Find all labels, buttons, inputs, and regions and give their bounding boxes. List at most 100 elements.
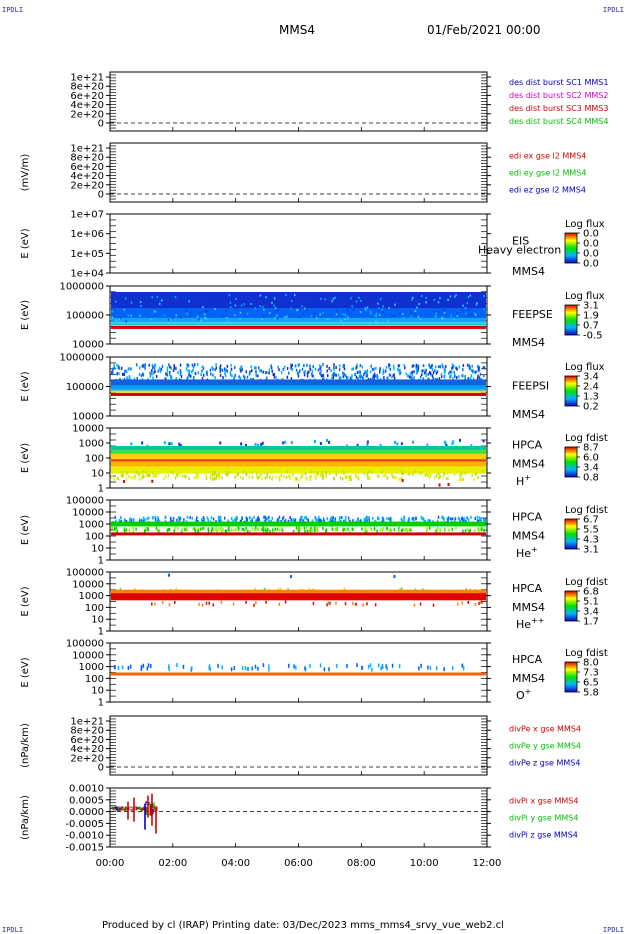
panel-frame <box>109 571 488 632</box>
legend-entry: edi ey gse l2 MMS4 <box>509 169 587 178</box>
spectrogram-speck <box>317 368 320 372</box>
spectrogram-speck <box>185 310 188 313</box>
spectrogram-speck <box>173 364 176 368</box>
spectrogram-speck <box>286 315 288 318</box>
colorbar-title: Log fdist <box>565 505 608 516</box>
spectrogram-speck <box>226 369 228 373</box>
spectrogram-speck <box>141 519 143 523</box>
spectrogram-speck <box>295 368 298 372</box>
spectrogram-speck <box>238 375 240 379</box>
spectrogram-speck <box>113 529 115 533</box>
spectrogram-speck <box>170 376 173 380</box>
spectrogram-speck <box>249 370 251 374</box>
spectrogram-speck <box>371 516 374 520</box>
spectrogram-speck <box>254 526 257 530</box>
spectrogram-speck <box>398 364 401 368</box>
spectrogram-speck <box>144 363 147 367</box>
spectrogram-speck <box>147 528 150 532</box>
spectrogram-speck <box>123 528 125 532</box>
spectrogram-speck <box>168 318 170 321</box>
spectrogram-speck <box>156 295 159 298</box>
y-axis-label: E (eV) <box>20 586 31 616</box>
y-tick-label: 1 <box>98 627 104 638</box>
spectrogram-speck <box>439 297 441 300</box>
spectrogram-speck <box>356 363 358 367</box>
spectrogram-speck <box>290 518 292 522</box>
spectrogram-speck <box>242 374 245 378</box>
spectrogram-speck <box>294 478 297 482</box>
spectrogram-speck <box>344 475 347 479</box>
spectrogram-speck <box>168 666 170 671</box>
spectrogram-speck <box>472 369 474 373</box>
spectrogram-speck <box>403 518 405 522</box>
y-tick-label: 1000000 <box>59 353 104 364</box>
spectrogram-speck <box>153 310 156 313</box>
spectrogram-speck <box>138 519 141 523</box>
spectrogram-speck <box>128 376 130 380</box>
spectrogram-speck <box>226 364 229 368</box>
spectrogram-speck <box>382 371 384 375</box>
spectrogram-speck <box>153 366 156 370</box>
y-tick-label: 1 <box>98 484 104 495</box>
spectrogram-speck <box>325 473 328 477</box>
spectrogram-speck <box>335 365 337 369</box>
colorbar-tick-label: 1.3 <box>583 392 599 403</box>
spectrogram-speck <box>220 526 222 530</box>
spectrogram-speck <box>368 518 370 522</box>
y-tick-label: 0.0005 <box>69 795 104 806</box>
spectrogram-speck <box>421 373 423 377</box>
y-tick-label: 1000 <box>79 591 104 602</box>
y-tick-label: 10000 <box>72 579 104 590</box>
spectrogram-speck <box>366 443 369 447</box>
spectrogram-speck <box>414 310 417 313</box>
colorbar-title: Log flux <box>565 219 605 230</box>
spectrogram-speck <box>418 303 420 306</box>
spectrogram-speck <box>478 366 480 370</box>
y-tick-label: 100000 <box>66 496 104 507</box>
spectrogram-speck <box>282 441 285 445</box>
spectrogram-speck <box>261 306 264 309</box>
y-tick-label: 10000 <box>72 508 104 519</box>
spectrogram-speck <box>453 371 456 375</box>
spectrogram-speck <box>474 370 476 374</box>
spectrogram-speck <box>358 519 360 523</box>
spectrogram-speck <box>237 528 240 532</box>
spectrogram-speck <box>351 527 354 531</box>
spectrogram-speck <box>328 667 330 672</box>
spectrogram-speck <box>149 318 152 321</box>
spectrogram-speck <box>303 371 305 375</box>
spectrogram-speck <box>250 369 253 373</box>
spectrogram-speck <box>477 374 479 378</box>
spectrogram-speck <box>169 516 172 520</box>
colorbar-tick-label: 0.0 <box>583 239 599 250</box>
spectrogram-speck <box>455 376 458 380</box>
spectrogram-speck <box>210 529 213 533</box>
spectrogram-speck <box>377 309 380 312</box>
x-tick-label: 06:00 <box>284 858 313 869</box>
spectrogram-speck <box>338 517 341 521</box>
spectrogram-speck <box>224 370 226 374</box>
spectrogram-speck <box>187 363 190 367</box>
species-charge: ++ <box>531 616 544 625</box>
spectrogram-speck <box>419 375 422 379</box>
spectrogram-speck <box>337 373 340 377</box>
spectrogram-speck <box>244 443 247 447</box>
spectrogram-speck <box>123 479 126 483</box>
y-tick-label: 6e+20 <box>70 735 104 746</box>
spectrogram-speck <box>319 371 321 375</box>
spectrogram-speck <box>422 377 425 381</box>
y-tick-label: 6e+20 <box>70 91 104 102</box>
spectrogram-speck <box>203 526 206 530</box>
spectrogram-speck <box>119 587 122 591</box>
legend-entry: divPi y gse MMS4 <box>509 814 578 823</box>
spectrogram-speck <box>168 528 171 532</box>
spectrogram-speck <box>196 520 198 524</box>
spectrogram-speck <box>129 664 132 669</box>
spectrogram-speck <box>372 374 375 378</box>
spectrogram-speck <box>179 363 182 367</box>
spectrogram-speck <box>255 370 257 374</box>
spectrogram-speck <box>180 375 183 379</box>
colorbar-tick-label: -0.5 <box>583 331 603 342</box>
colorbar-title: Log fdist <box>565 433 608 444</box>
spectrogram-speck <box>363 471 365 475</box>
